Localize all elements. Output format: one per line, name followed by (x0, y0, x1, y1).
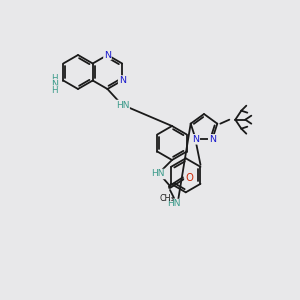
Text: H: H (51, 74, 58, 83)
Text: CH₃: CH₃ (160, 194, 174, 203)
Text: O: O (185, 173, 193, 183)
Text: HN: HN (151, 169, 165, 178)
Text: N: N (192, 135, 199, 144)
Text: N: N (209, 135, 216, 144)
Text: N: N (51, 80, 58, 89)
Text: H: H (51, 86, 58, 95)
Text: HN: HN (167, 200, 181, 208)
Text: N: N (119, 76, 126, 85)
Text: HN: HN (116, 100, 129, 109)
Text: N: N (104, 50, 111, 59)
